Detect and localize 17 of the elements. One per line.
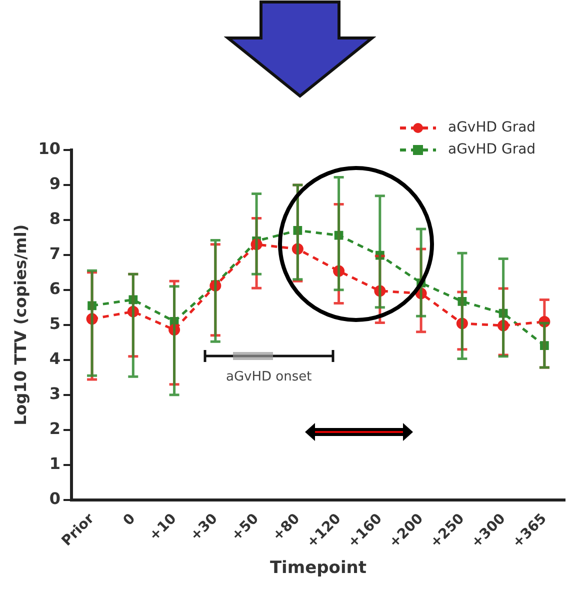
y-tick-label: 8 (49, 209, 60, 228)
y-tick-label: 4 (49, 349, 60, 368)
y-tick-label: 0 (49, 488, 60, 508)
y-tick-label: 2 (49, 418, 60, 438)
y-tick-label: 10 (38, 139, 60, 158)
legend-label: aGvHD Grad (448, 142, 536, 158)
y-tick-label: 5 (49, 314, 60, 334)
annotation: aGvHD onset (226, 370, 312, 385)
legend-label: aGvHD Grad (448, 120, 536, 136)
x-tick-label: 0 (120, 510, 139, 529)
y-tick-label: 9 (49, 174, 60, 194)
y-tick-label: 1 (49, 454, 60, 473)
y-tick-label: 3 (49, 384, 60, 403)
y-tick-label: 7 (49, 244, 60, 264)
x-axis-title: Timepoint (270, 558, 367, 578)
y-tick-label: 6 (49, 279, 60, 298)
y-axis-title: Log10 TTV (copies/ml) (10, 224, 30, 426)
